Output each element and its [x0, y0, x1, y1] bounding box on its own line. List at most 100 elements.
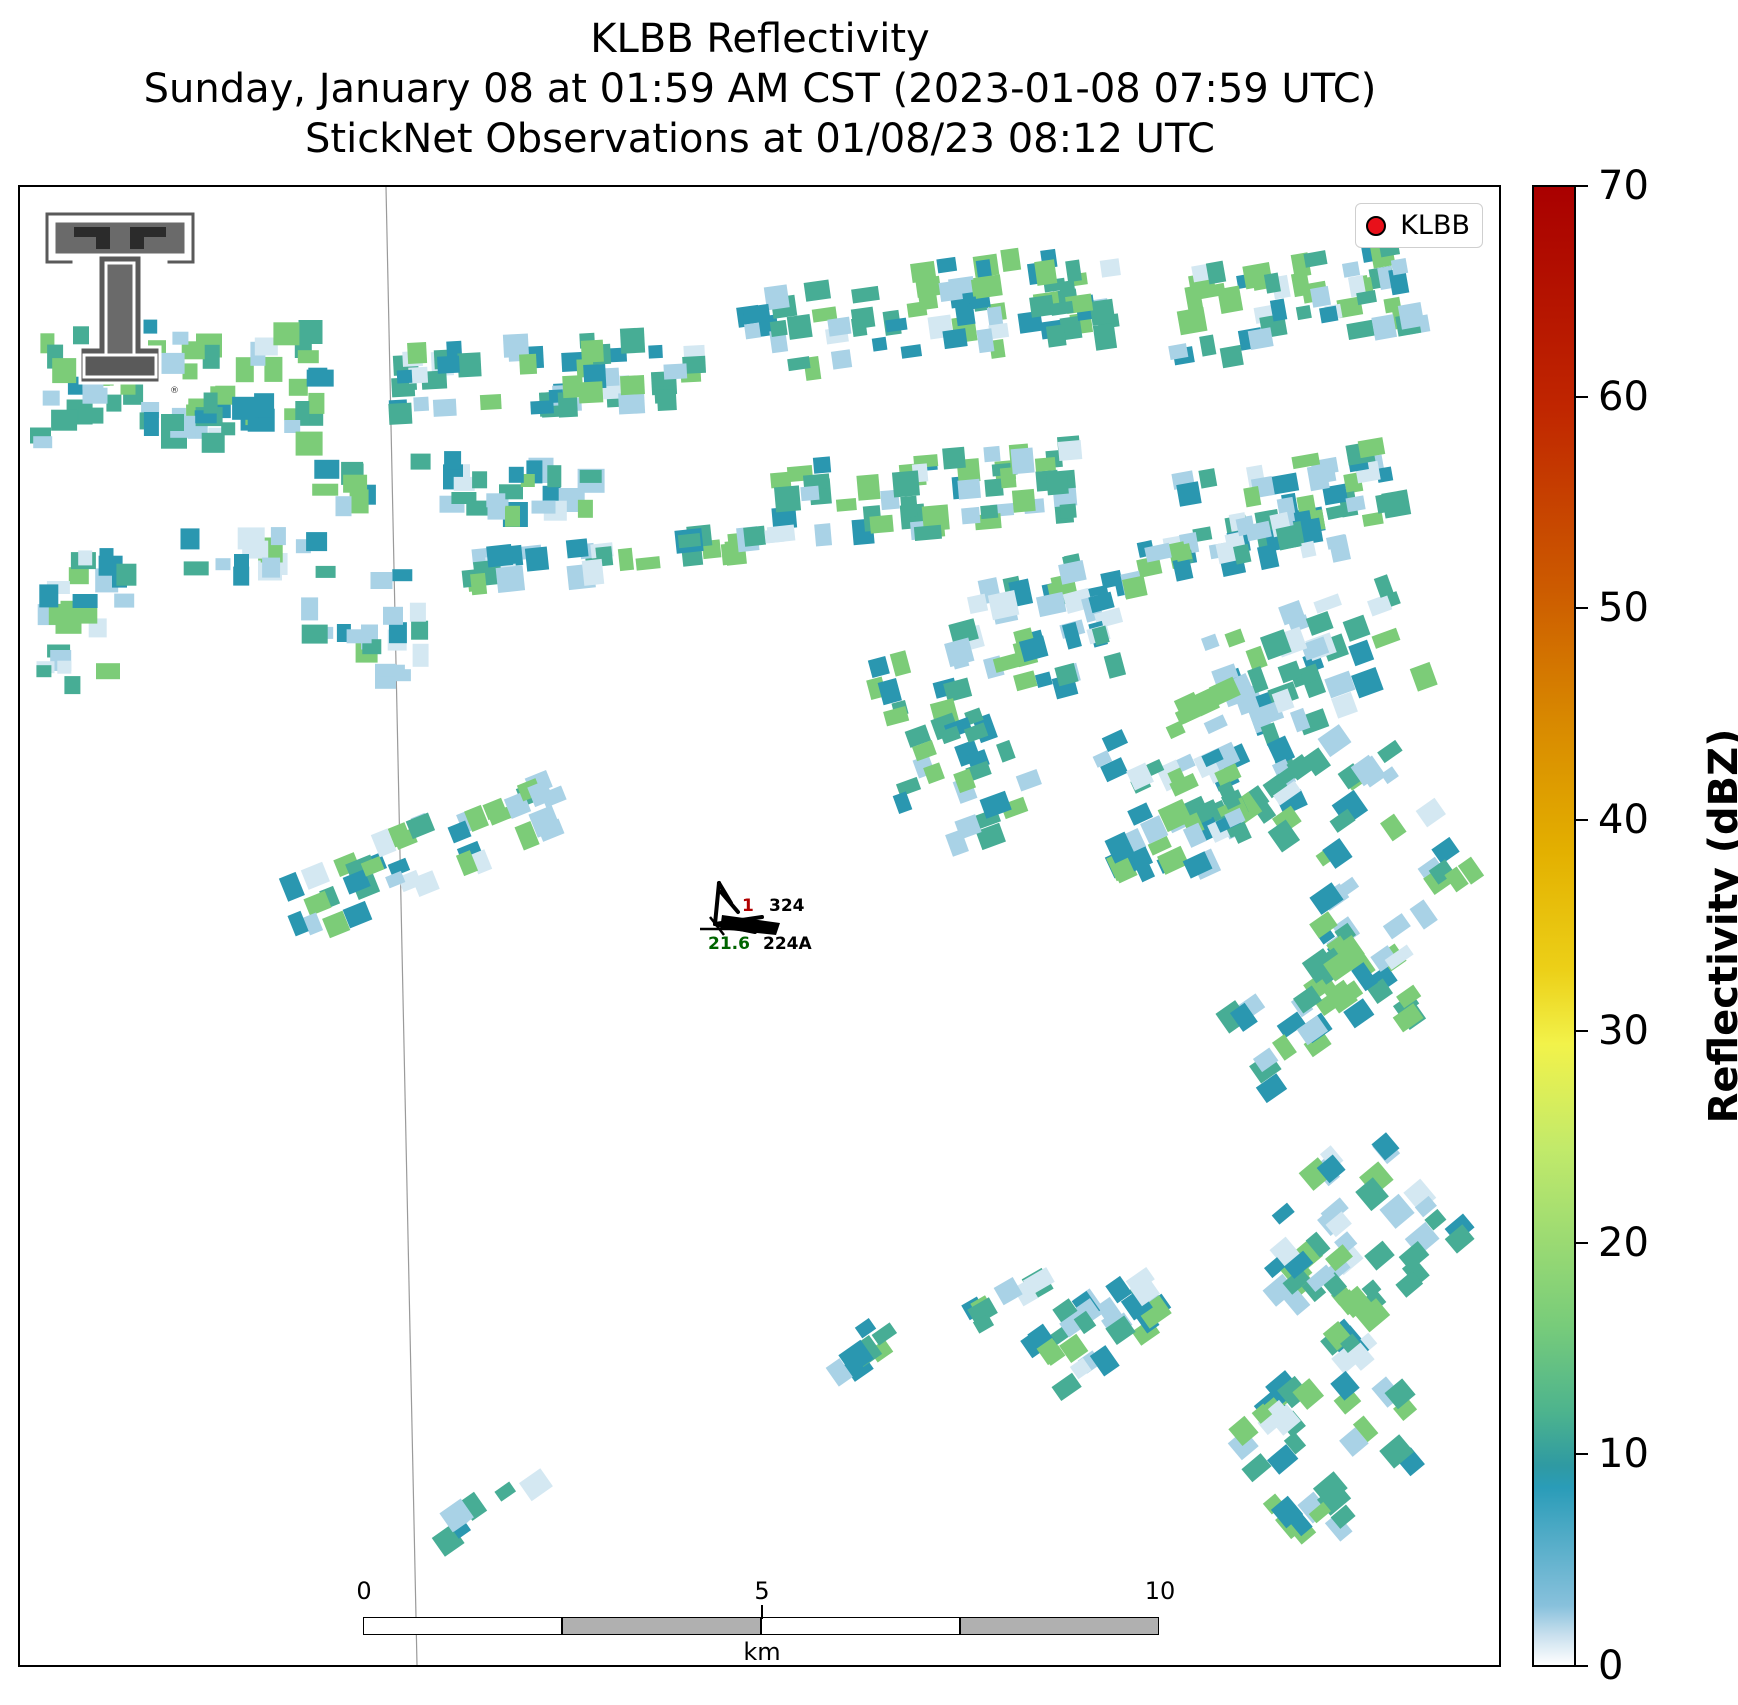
reflectivity-cell — [1029, 294, 1055, 318]
reflectivity-cell — [388, 622, 407, 644]
reflectivity-cell — [1259, 629, 1292, 661]
reflectivity-cell — [370, 828, 397, 858]
reflectivity-cell — [1305, 611, 1334, 636]
reflectivity-cell — [1271, 688, 1295, 714]
reflectivity-cell — [871, 1322, 898, 1346]
reflectivity-cell — [479, 393, 502, 411]
reflectivity-cell — [773, 485, 802, 513]
reflectivity-cell — [172, 331, 189, 345]
cb-tick-50 — [1574, 607, 1588, 609]
reflectivity-cell — [262, 557, 281, 578]
reflectivity-cell — [1377, 739, 1403, 764]
cb-label-50: 50 — [1598, 585, 1649, 631]
reflectivity-cell — [850, 306, 876, 330]
station-324-temp: 1 — [742, 896, 754, 916]
reflectivity-cell — [1105, 1275, 1133, 1304]
reflectivity-cell — [1431, 836, 1460, 865]
reflectivity-cell — [1355, 1298, 1391, 1333]
scale-seg-1 — [363, 1617, 562, 1635]
reflectivity-cluster — [1168, 233, 1431, 369]
reflectivity-cell — [495, 565, 526, 593]
reflectivity-cell — [388, 402, 413, 425]
station-324-id[interactable]: 324 — [769, 896, 805, 916]
reflectivity-cell — [409, 602, 426, 622]
radar-map[interactable]: ® KLBB 0 5 10 km 1 324 21.6 224A — [18, 185, 1501, 1667]
reflectivity-cell — [215, 385, 236, 405]
reflectivity-cell — [1267, 819, 1301, 853]
reflectivity-cell — [1272, 780, 1302, 806]
reflectivity-cell — [1247, 327, 1274, 351]
reflectivity-cell — [953, 768, 977, 794]
reflectivity-cell — [743, 525, 767, 547]
scale-label-0: 0 — [356, 1577, 372, 1605]
reflectivity-cell — [992, 653, 1020, 673]
reflectivity-cell — [1295, 304, 1312, 321]
reflectivity-cell — [221, 422, 236, 436]
reflectivity-cell — [57, 660, 72, 674]
reflectivity-cell — [52, 358, 77, 384]
reflectivity-cell — [383, 606, 403, 625]
scale-unit: km — [743, 1638, 781, 1666]
reflectivity-cell — [455, 850, 479, 877]
reflectivity-cell — [1182, 822, 1207, 848]
map-legend: KLBB — [1355, 203, 1483, 248]
reflectivity-cluster — [892, 707, 1042, 857]
chart-subtitle-observations: StickNet Observations at 01/08/23 08:12 … — [305, 116, 1215, 162]
scale-seg-4 — [960, 1617, 1159, 1635]
reflectivity-cell — [1247, 666, 1269, 694]
reflectivity-cell — [1263, 272, 1281, 294]
reflectivity-cell — [287, 910, 309, 937]
reflectivity-cell — [1263, 1257, 1286, 1279]
reflectivity-cell — [1335, 876, 1360, 899]
reflectivity-cell — [1269, 1404, 1301, 1436]
reflectivity-cell — [114, 593, 135, 608]
reflectivity-cell — [432, 398, 457, 417]
reflectivity-cell — [387, 822, 412, 848]
reflectivity-cell — [1300, 636, 1330, 661]
reflectivity-cell — [1397, 301, 1425, 330]
scale-seg-2 — [562, 1617, 761, 1635]
reflectivity-cell — [1303, 1030, 1332, 1058]
reflectivity-cell — [412, 643, 429, 667]
reflectivity-cell — [1089, 1345, 1120, 1377]
reflectivity-cell — [1252, 1047, 1279, 1073]
reflectivity-cell — [1100, 757, 1129, 783]
reflectivity-cell — [814, 523, 833, 547]
reflectivity-cell — [967, 1297, 998, 1326]
reflectivity-cluster — [1020, 1266, 1172, 1402]
reflectivity-cell — [158, 352, 185, 374]
reflectivity-cell — [948, 618, 979, 646]
reflectivity-cell — [1144, 542, 1172, 563]
reflectivity-cell — [410, 453, 431, 470]
cb-tick-70 — [1574, 185, 1588, 187]
reflectivity-cluster — [30, 317, 334, 456]
reflectivity-cell — [514, 820, 540, 851]
reflectivity-cluster — [866, 587, 1127, 729]
reflectivity-cell — [619, 374, 645, 396]
reflectivity-cell — [1034, 671, 1053, 688]
reflectivity-cell — [180, 528, 200, 550]
reflectivity-cell — [1034, 259, 1058, 286]
reflectivity-cell — [1424, 1208, 1447, 1231]
reflectivity-cell — [744, 322, 761, 340]
reflectivity-cell — [453, 476, 475, 491]
station-224a-id[interactable]: 224A — [763, 934, 812, 954]
reflectivity-cell — [1165, 720, 1186, 740]
cb-label-0: 0 — [1598, 1643, 1624, 1689]
reflectivity-cell — [996, 739, 1016, 763]
cb-label-30: 30 — [1598, 1008, 1649, 1054]
reflectivity-cell — [1296, 1015, 1329, 1046]
reflectivity-cluster — [180, 527, 328, 586]
reflectivity-cell — [116, 563, 137, 586]
reflectivity-cell — [36, 665, 52, 678]
reflectivity-cell — [1046, 472, 1069, 496]
reflectivity-cell — [1157, 845, 1190, 875]
reflectivity-cell — [472, 471, 488, 489]
reflectivity-cell — [42, 390, 60, 406]
reflectivity-cell — [770, 471, 792, 489]
reflectivity-cell — [1058, 280, 1076, 299]
reflectivity-cell — [1347, 274, 1367, 298]
reflectivity-cell — [1126, 762, 1154, 791]
reflectivity-cell — [519, 1468, 553, 1502]
reflectivity-cell — [1211, 663, 1239, 685]
